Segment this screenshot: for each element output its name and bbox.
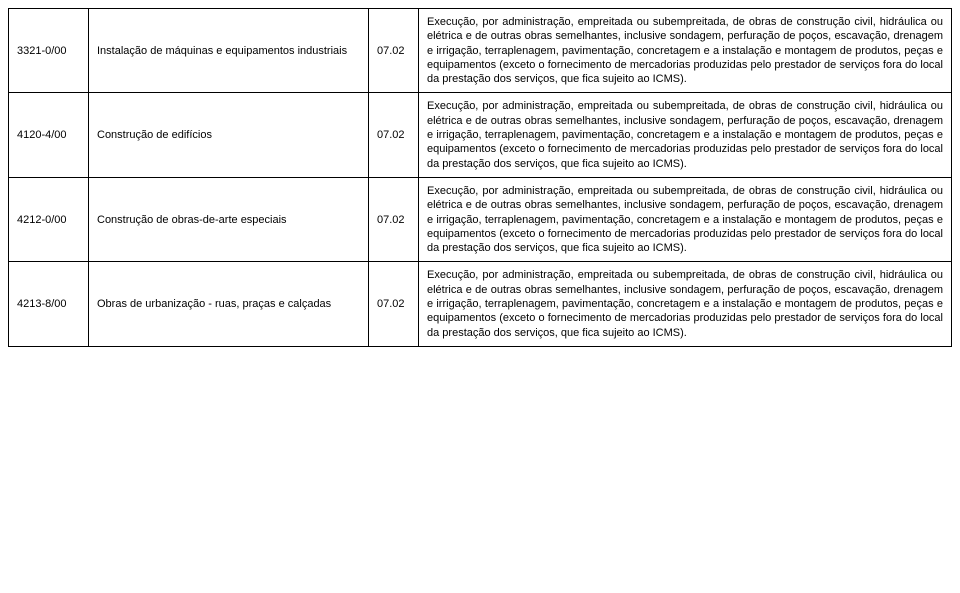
cell-description: Obras de urbanização - ruas, praças e ca…	[89, 262, 369, 346]
cell-description: Construção de obras-de-arte especiais	[89, 177, 369, 261]
table-row: 4213-8/00 Obras de urbanização - ruas, p…	[9, 262, 952, 346]
cell-number: 07.02	[369, 9, 419, 93]
table-body: 3321-0/00 Instalação de máquinas e equip…	[9, 9, 952, 347]
cell-code: 4212-0/00	[9, 177, 89, 261]
cell-number: 07.02	[369, 177, 419, 261]
cell-code: 4120-4/00	[9, 93, 89, 177]
table-row: 4212-0/00 Construção de obras-de-arte es…	[9, 177, 952, 261]
cell-code: 3321-0/00	[9, 9, 89, 93]
cell-details: Execução, por administração, empreitada …	[419, 262, 952, 346]
table-row: 3321-0/00 Instalação de máquinas e equip…	[9, 9, 952, 93]
table-row: 4120-4/00 Construção de edifícios 07.02 …	[9, 93, 952, 177]
cell-details: Execução, por administração, empreitada …	[419, 177, 952, 261]
cell-details: Execução, por administração, empreitada …	[419, 93, 952, 177]
cell-description: Construção de edifícios	[89, 93, 369, 177]
cell-details: Execução, por administração, empreitada …	[419, 9, 952, 93]
cell-code: 4213-8/00	[9, 262, 89, 346]
services-table: 3321-0/00 Instalação de máquinas e equip…	[8, 8, 952, 347]
cell-description: Instalação de máquinas e equipamentos in…	[89, 9, 369, 93]
cell-number: 07.02	[369, 93, 419, 177]
cell-number: 07.02	[369, 262, 419, 346]
